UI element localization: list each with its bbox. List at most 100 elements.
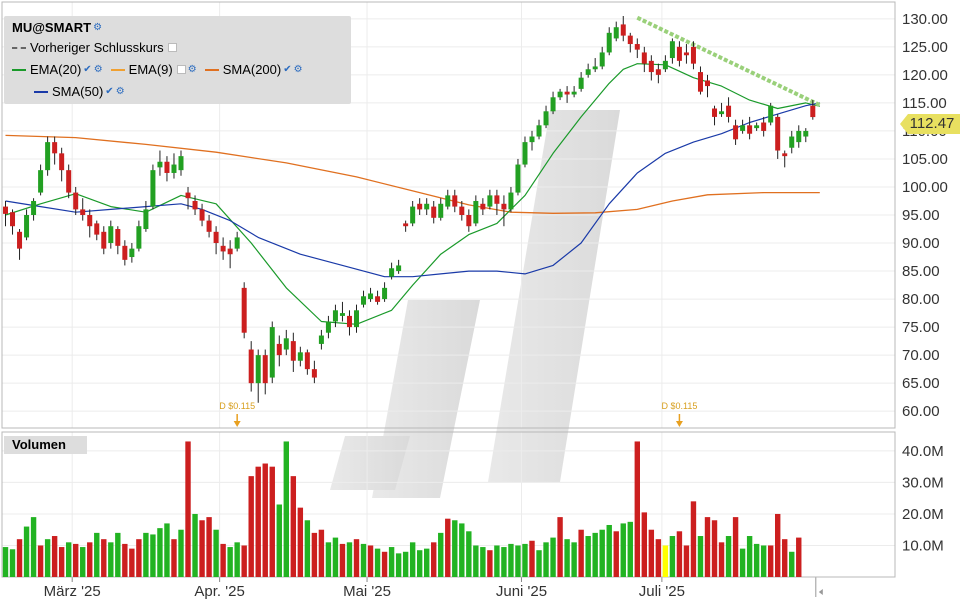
volume-bar: [269, 466, 275, 577]
last-price-value: 112.47: [909, 115, 955, 132]
check-icon[interactable]: ✔: [83, 64, 92, 75]
ema20-label: EMA(20): [30, 62, 82, 77]
checkbox-icon[interactable]: [167, 43, 177, 52]
volume-bar: [395, 553, 402, 577]
candle-body: [803, 130, 809, 137]
price-tick-label: 70.00: [902, 347, 940, 364]
volume-bar: [578, 529, 584, 577]
volume-bar: [374, 548, 381, 577]
legend-ema9[interactable]: EMA(9) ⚙: [110, 62, 197, 77]
candle-body: [536, 125, 542, 137]
volume-bar: [459, 523, 465, 577]
candle-body: [452, 195, 458, 207]
volume-bar: [669, 536, 676, 577]
legend-prevclose-row: Vorheriger Schlusskurs: [12, 40, 177, 55]
candle-body: [101, 231, 107, 249]
trend-line: [636, 15, 821, 107]
legend-ema20[interactable]: EMA(20) ✔ ⚙: [12, 62, 103, 77]
candle-body: [206, 220, 212, 232]
price-tick-label: 60.00: [902, 403, 940, 420]
candle-body: [522, 142, 528, 165]
price-axis-labels: 130.00125.00120.00115.00110.00105.00100.…: [902, 11, 948, 420]
ema9-label: EMA(9): [128, 62, 173, 77]
candle-body: [318, 335, 324, 344]
candle-body: [45, 142, 51, 171]
price-tick-label: 95.00: [902, 207, 940, 224]
candle-body: [557, 91, 563, 98]
volume-bar: [44, 539, 51, 577]
candle-body: [24, 215, 30, 238]
price-tick-label: 80.00: [902, 291, 940, 308]
volume-bar: [522, 543, 528, 577]
legend-sma50[interactable]: SMA(50) ✔ ⚙: [34, 84, 125, 99]
settings-icon[interactable]: ⚙: [115, 86, 125, 97]
candle-body: [396, 265, 402, 272]
candle-body: [199, 209, 205, 221]
settings-icon[interactable]: ⚙: [293, 64, 303, 75]
ema9-line-icon: [110, 68, 125, 71]
volume-bar: [58, 547, 65, 577]
month-label: Juni '25: [496, 583, 547, 600]
candle-body: [3, 206, 8, 214]
candle-body: [606, 32, 612, 53]
candle-body: [403, 223, 409, 227]
volume-bar: [381, 551, 388, 577]
volume-bar: [325, 542, 332, 577]
candle-body: [213, 231, 219, 244]
candle-body: [669, 41, 675, 59]
candle-body: [438, 203, 444, 218]
volume-bar: [725, 536, 732, 577]
sma50-line-icon: [34, 90, 48, 93]
price-tag-shape: [900, 114, 960, 134]
candle-body: [620, 24, 626, 36]
volume-bar: [487, 550, 493, 577]
volume-bar: [318, 529, 325, 577]
legend-sma200[interactable]: SMA(200) ✔ ⚙: [204, 62, 303, 77]
volume-bar: [789, 551, 795, 577]
sma200-label: SMA(200): [222, 62, 282, 77]
candle-body: [459, 206, 465, 215]
volume-axis-labels: 40.0M 30.0M 20.0M 10.0M: [902, 443, 944, 555]
volume-bar: [782, 539, 788, 577]
legend: MU@SMART ⚙ Vorheriger Schlusskurs EMA(20…: [4, 16, 351, 104]
dividend-label: D $0.115: [661, 401, 697, 411]
candle-body: [368, 293, 374, 300]
volume-bar: [80, 547, 86, 577]
volume-bar: [775, 513, 781, 577]
candle-body: [375, 296, 381, 302]
volume-bar: [718, 542, 725, 577]
volume-title: Volumen: [4, 436, 87, 454]
volume-bar: [753, 543, 760, 577]
volume-bar: [760, 545, 767, 577]
price-tick-label: 90.00: [902, 235, 940, 252]
candle-body: [129, 248, 135, 258]
price-tick-label: 115.00: [902, 95, 947, 112]
settings-icon[interactable]: ⚙: [93, 22, 103, 33]
candle-body: [80, 209, 86, 215]
candle-body: [354, 310, 359, 328]
volume-tick-label: 10.0M: [902, 537, 944, 554]
volume-bar: [613, 531, 619, 577]
candle-body: [108, 226, 114, 244]
volume-bar: [473, 545, 479, 577]
candle-body: [592, 66, 598, 70]
dividend-arrow-head: [675, 421, 683, 427]
candle-body: [648, 60, 654, 73]
volume-bar: [16, 539, 23, 577]
volume-bar: [445, 518, 451, 577]
volume-bar: [101, 539, 107, 577]
checkbox-icon[interactable]: [176, 65, 186, 74]
volume-bar: [697, 536, 704, 577]
volume-bar: [550, 537, 556, 577]
month-label: Apr. '25: [194, 583, 244, 600]
candles: [3, 16, 816, 403]
check-icon[interactable]: ✔: [105, 86, 114, 97]
candle-body: [662, 60, 668, 70]
settings-icon[interactable]: ⚙: [93, 64, 103, 75]
volume-bar: [508, 543, 514, 577]
candle-body: [550, 97, 556, 112]
check-icon[interactable]: ✔: [283, 64, 292, 75]
settings-icon[interactable]: ⚙: [187, 64, 197, 75]
candle-body: [276, 343, 282, 356]
